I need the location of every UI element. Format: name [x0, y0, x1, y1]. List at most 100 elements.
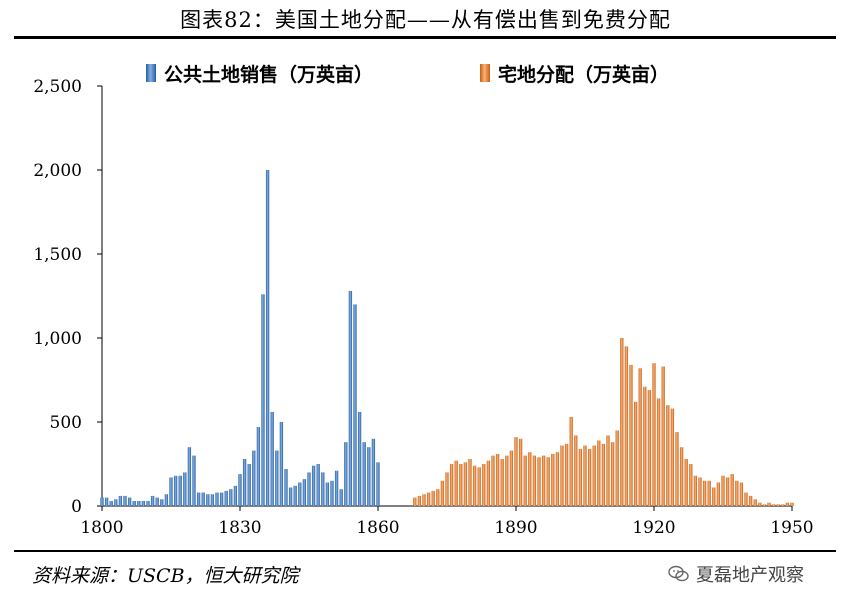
bar: [707, 480, 711, 506]
bar: [597, 440, 601, 506]
bar: [574, 435, 578, 506]
bar: [661, 366, 665, 506]
bar: [610, 442, 615, 506]
bar: [325, 482, 330, 506]
bar: [606, 435, 610, 506]
bar: [532, 455, 537, 506]
bar: [279, 422, 284, 506]
bar: [178, 475, 182, 506]
legend-swatch-public-land: [146, 64, 156, 82]
bar: [666, 405, 670, 506]
bar: [187, 447, 192, 506]
bar: [155, 497, 159, 506]
bar: [339, 489, 343, 506]
bar: [238, 474, 242, 506]
bar: [229, 489, 233, 506]
bar: [578, 448, 583, 506]
bar: [413, 497, 417, 506]
bar: [164, 494, 169, 506]
bar: [523, 455, 527, 506]
bar: [620, 338, 624, 506]
bar: [721, 475, 725, 506]
bar: [141, 500, 146, 506]
bar: [362, 442, 366, 506]
bar: [183, 472, 187, 506]
bar: [114, 499, 118, 506]
bar: [495, 453, 500, 506]
bar: [445, 472, 449, 506]
bar: [132, 500, 136, 506]
bar: [307, 472, 311, 506]
bar: [224, 490, 228, 506]
bar: [436, 489, 440, 506]
bar: [725, 477, 730, 506]
bar: [781, 504, 785, 506]
bar: [744, 492, 748, 506]
bar: [137, 500, 141, 506]
y-axis: 0 500 1,000 1,500 2,000 2,500: [33, 77, 103, 517]
bar: [417, 495, 422, 506]
bar: [753, 499, 757, 506]
x-tick-label: 1920: [632, 518, 675, 538]
bar: [684, 458, 688, 506]
bar: [555, 452, 560, 506]
bar: [693, 475, 698, 506]
bar: [583, 445, 587, 506]
bar: [638, 368, 642, 506]
bar: [629, 364, 633, 506]
bar: [252, 450, 256, 506]
bar: [776, 504, 780, 506]
bar: [712, 487, 716, 506]
bar: [624, 346, 629, 506]
bar: [509, 450, 514, 506]
bar: [201, 492, 205, 506]
bar: [698, 477, 702, 506]
bar: [518, 438, 523, 506]
watermark: 夏磊地产观察: [668, 561, 804, 587]
bar: [675, 432, 679, 506]
bar: [169, 477, 173, 506]
bar: [150, 495, 155, 506]
bar: [275, 450, 279, 506]
bar: [311, 465, 316, 506]
bar: [127, 497, 132, 506]
bar: [357, 411, 362, 506]
bar: [486, 460, 491, 506]
bar: [647, 390, 652, 506]
bar: [215, 492, 219, 506]
bar: [633, 401, 638, 506]
bar: [330, 480, 334, 506]
source-note: 资料来源：USCB，恒大研究院: [32, 565, 299, 587]
bar: [615, 430, 619, 506]
bar: [440, 480, 445, 506]
bar: [541, 455, 546, 506]
bar: [472, 465, 477, 506]
bar: [546, 457, 550, 506]
bar: [118, 495, 123, 506]
bar: [247, 464, 251, 506]
bar: [293, 485, 297, 506]
bar: [528, 452, 532, 506]
bar: [748, 495, 753, 506]
legend: 公共土地销售（万英亩） 宅地分配（万英亩）: [146, 63, 669, 86]
bar: [735, 480, 739, 506]
bar: [689, 464, 693, 506]
y-tick-label: 2,000: [33, 161, 82, 181]
bar: [739, 482, 744, 506]
bar: [256, 427, 261, 506]
bar: [758, 502, 762, 506]
bar: [730, 474, 734, 506]
bar: [261, 294, 265, 506]
bar: [491, 455, 495, 506]
bar: [569, 416, 573, 506]
x-tick-label: 1860: [356, 518, 399, 538]
bar: [790, 502, 794, 506]
y-tick-label: 500: [50, 413, 82, 433]
bar: [367, 447, 371, 506]
bar: [459, 464, 463, 506]
bar: [564, 443, 569, 506]
bar: [652, 363, 656, 506]
bar: [353, 304, 357, 506]
bar: [463, 462, 468, 506]
bar: [371, 438, 376, 506]
